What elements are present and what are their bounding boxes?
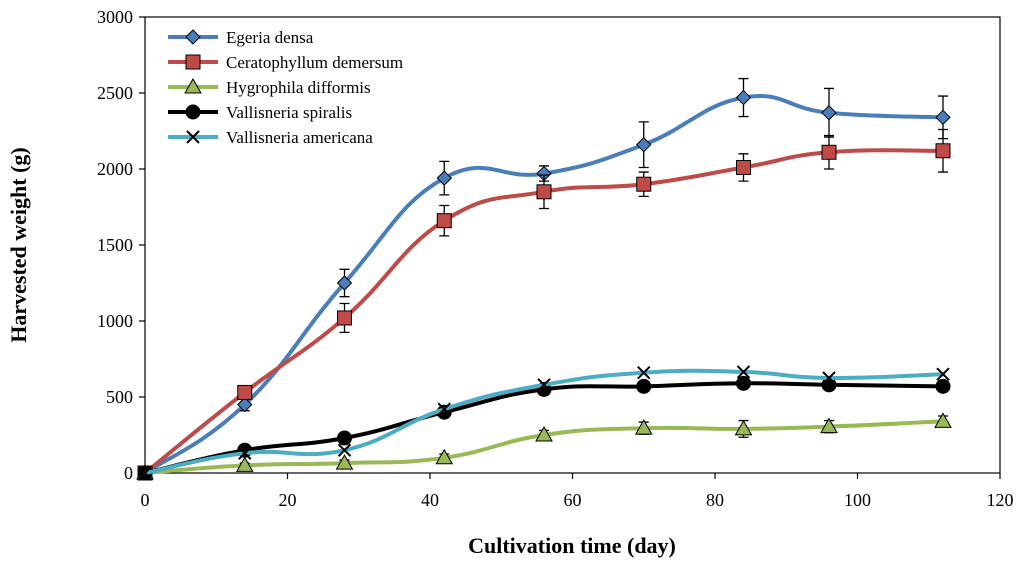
legend-item: Ceratophyllum demersum	[168, 53, 403, 72]
data-point	[636, 136, 652, 153]
data-point	[637, 365, 651, 380]
y-tick-label: 3000	[97, 7, 133, 27]
data-point	[821, 144, 837, 160]
axes-layer: 0 20 40 60 80 100 120 0 500 1000 1500 2000 2500 3000	[97, 7, 1014, 510]
data-point	[934, 412, 952, 428]
data-point	[822, 371, 836, 385]
data-point	[935, 378, 951, 394]
series-line	[143, 148, 945, 475]
data-point	[138, 466, 152, 480]
legend-item: Vallisneria americana	[168, 128, 373, 147]
y-tick-label: 2500	[97, 83, 133, 103]
series-egeria-densa	[137, 77, 951, 481]
data-point	[237, 384, 253, 400]
y-tick-label: 2000	[97, 159, 133, 179]
data-point	[335, 454, 354, 470]
x-tick-label: 0	[141, 490, 150, 510]
data-point	[437, 402, 451, 416]
data-point	[537, 378, 551, 392]
data-point	[935, 109, 951, 126]
series-line	[143, 93, 945, 475]
data-point	[736, 159, 751, 175]
legend-marker	[186, 130, 200, 144]
y-tick-label: 500	[106, 387, 133, 407]
data-point	[337, 443, 352, 457]
legend-label: Ceratophyllum demersum	[226, 53, 403, 72]
y-tick-label: 1500	[97, 235, 133, 255]
data-point	[536, 184, 552, 200]
data-point	[237, 396, 253, 413]
x-tick-label: 20	[279, 490, 297, 510]
series-hygrophila-difformis	[136, 412, 952, 480]
legend-item: Vallisneria spiralis	[168, 103, 352, 122]
data-point	[337, 310, 352, 326]
data-point	[636, 378, 652, 394]
legend-item: Hygrophila difformis	[168, 77, 371, 97]
legend-label: Egeria densa	[226, 28, 314, 47]
series-ceratophyllum-demersum	[137, 128, 951, 481]
x-tick-label: 80	[706, 490, 724, 510]
data-point	[735, 89, 752, 106]
plot-area	[144, 16, 1001, 474]
x-tick-label: 120	[987, 490, 1014, 510]
legend-label: Hygrophila difformis	[226, 78, 371, 97]
y-tick-label: 0	[124, 463, 133, 483]
legend-label: Vallisneria spiralis	[226, 103, 352, 122]
y-tick-label: 1000	[97, 311, 133, 331]
data-point	[736, 375, 751, 391]
legend-label: Vallisneria americana	[226, 128, 373, 147]
data-point	[734, 419, 753, 436]
data-point	[736, 365, 751, 379]
x-tick-label: 100	[844, 490, 871, 510]
legend-marker	[185, 54, 201, 70]
data-point	[235, 456, 254, 472]
x-tick-label: 40	[421, 490, 439, 510]
data-point	[337, 430, 352, 446]
data-point	[821, 105, 837, 121]
legend-item: Egeria densa	[168, 28, 314, 47]
data-point	[535, 425, 553, 442]
data-point	[820, 417, 838, 434]
series-layer	[136, 77, 952, 481]
data-point	[336, 275, 353, 291]
x-axis-title: Cultivation time (day)	[468, 533, 676, 558]
data-point	[238, 446, 252, 460]
y-axis-title: Harvested weight (g)	[6, 147, 31, 343]
data-point	[935, 143, 951, 159]
series-vallisneria-americana	[138, 365, 950, 480]
data-point	[435, 448, 454, 465]
data-point	[634, 419, 653, 435]
data-point	[436, 170, 452, 186]
legend-marker	[184, 77, 202, 94]
legend-marker	[185, 29, 201, 45]
legend: Egeria densa Ceratophyllum demersum Hygrop…	[168, 28, 403, 147]
x-tick-label: 60	[564, 490, 582, 510]
data-point	[636, 176, 652, 192]
legend-marker	[185, 104, 201, 120]
data-point	[436, 213, 452, 229]
data-point	[936, 367, 950, 381]
